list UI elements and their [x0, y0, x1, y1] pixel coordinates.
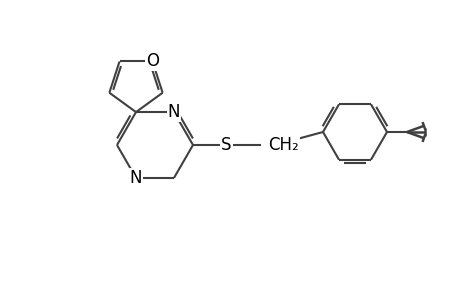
Text: S: S [220, 136, 231, 154]
Text: O: O [146, 52, 159, 70]
Text: N: N [129, 169, 142, 187]
Text: CH₂: CH₂ [268, 136, 298, 154]
Text: N: N [168, 103, 180, 121]
